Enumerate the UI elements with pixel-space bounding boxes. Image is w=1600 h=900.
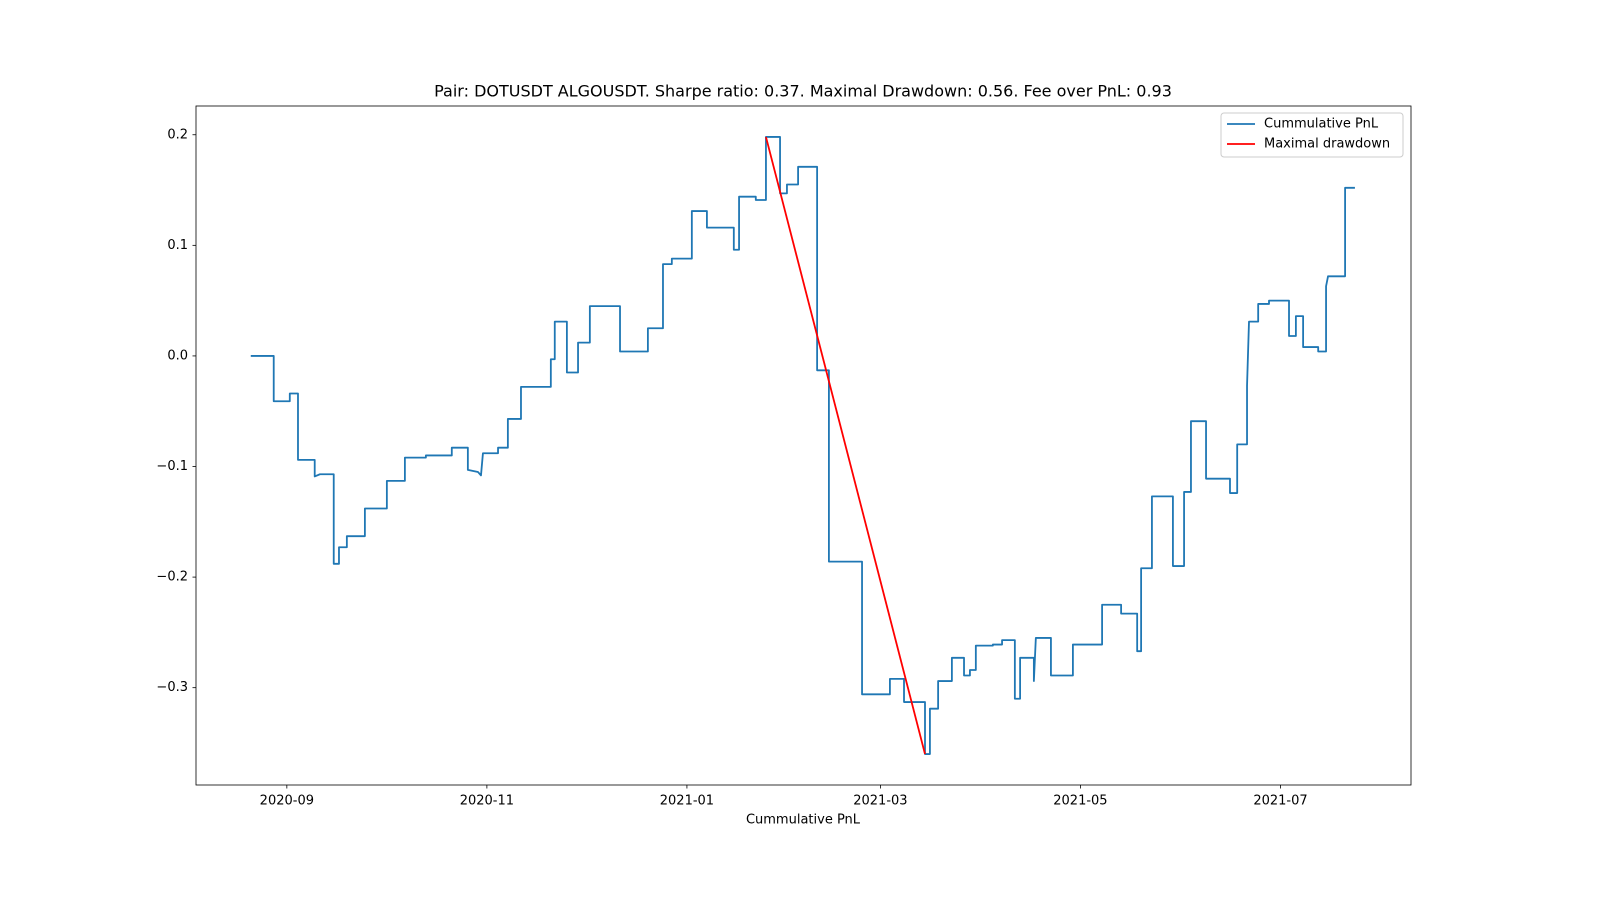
x-tick-label: 2021-03	[853, 794, 907, 809]
x-tick-label: 2020-11	[460, 794, 514, 809]
chart-title: Pair: DOTUSDT ALGOUSDT. Sharpe ratio: 0.…	[434, 82, 1172, 101]
legend-box	[1220, 112, 1404, 158]
y-tick-label: 0.2	[167, 127, 188, 142]
y-tick-label: −0.3	[156, 680, 188, 695]
y-tick-label: 0.1	[167, 238, 188, 253]
legend-label: Maximal drawdown	[1264, 137, 1390, 152]
series-line	[765, 136, 926, 755]
legend-label: Cummulative PnL	[1264, 117, 1379, 132]
x-tick-label: 2020-09	[260, 794, 314, 809]
x-tick-label: 2021-01	[660, 794, 714, 809]
y-tick-label: −0.1	[156, 459, 188, 474]
x-tick-label: 2021-07	[1253, 794, 1307, 809]
series-line	[250, 136, 1355, 755]
x-axis-label: Cummulative PnL	[746, 813, 861, 828]
y-tick-label: −0.2	[156, 570, 188, 585]
legend: Cummulative PnL Maximal drawdown	[1220, 112, 1404, 158]
x-tick-label: 2021-05	[1053, 794, 1107, 809]
plot-frame	[195, 105, 1412, 786]
y-tick-label: 0.0	[167, 348, 188, 363]
